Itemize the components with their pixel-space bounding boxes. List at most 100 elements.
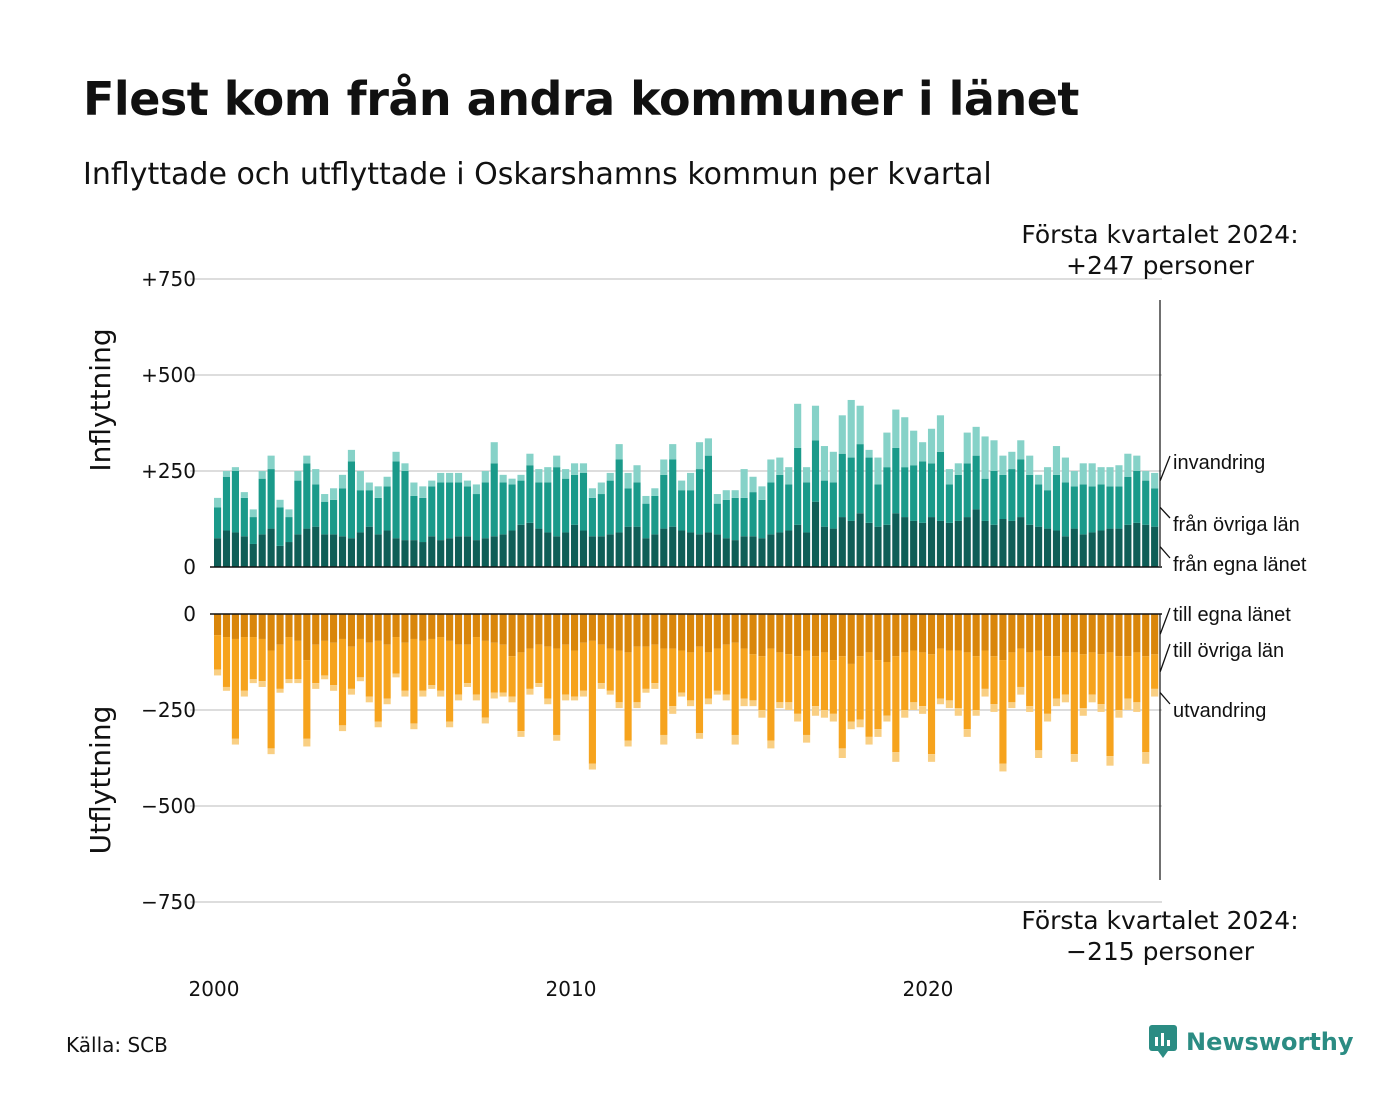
bar-in-other-counties bbox=[1115, 486, 1123, 529]
bar-out-other-counties bbox=[1106, 652, 1114, 757]
bar-in-own-county bbox=[1151, 526, 1159, 567]
bar-in-other-counties bbox=[927, 463, 936, 518]
bar-in-other-counties bbox=[749, 492, 757, 537]
bar-in-immigration bbox=[936, 415, 945, 452]
bar-in-own-county bbox=[597, 536, 605, 567]
bar-out-other-counties bbox=[820, 652, 829, 710]
bar-in-other-counties bbox=[437, 482, 445, 541]
bar-in-other-counties bbox=[535, 482, 543, 529]
bar-out-emigration bbox=[1097, 704, 1105, 712]
bar-out-emigration bbox=[481, 717, 489, 724]
bar-out-other-counties bbox=[606, 648, 614, 691]
bar-out-own-county bbox=[222, 614, 231, 638]
bar-out-own-county bbox=[687, 614, 695, 653]
bar-in-immigration bbox=[660, 459, 668, 475]
bar-out-emigration bbox=[981, 688, 989, 697]
bar-in-own-county bbox=[945, 522, 953, 567]
bar-in-other-counties bbox=[981, 478, 989, 521]
bar-in-immigration bbox=[651, 488, 659, 496]
bar-in-other-counties bbox=[499, 482, 507, 535]
bar-in-own-county bbox=[347, 538, 356, 567]
bar-out-emigration bbox=[606, 690, 614, 695]
bar-in-other-counties bbox=[303, 463, 311, 529]
bar-out-own-county bbox=[437, 614, 445, 638]
bar-in-own-county bbox=[847, 520, 855, 567]
bar-out-other-counties bbox=[365, 642, 373, 697]
bar-out-emigration bbox=[660, 734, 668, 745]
bar-in-immigration bbox=[258, 471, 266, 479]
bar-out-other-counties bbox=[285, 637, 293, 680]
bar-in-other-counties bbox=[365, 490, 373, 527]
bar-in-other-counties bbox=[776, 474, 784, 533]
bar-out-other-counties bbox=[347, 646, 356, 689]
bar-in-own-county bbox=[749, 536, 757, 567]
bar-out-own-county bbox=[856, 614, 864, 657]
bar-in-own-county bbox=[981, 520, 989, 567]
y-tick-label-in: +250 bbox=[141, 459, 196, 483]
bar-in-immigration bbox=[1070, 471, 1078, 487]
bar-out-emigration bbox=[963, 729, 971, 737]
bar-in-immigration bbox=[874, 457, 882, 485]
bar-in-immigration bbox=[231, 467, 239, 471]
bar-in-immigration bbox=[704, 438, 712, 456]
bar-out-other-counties bbox=[330, 642, 338, 686]
bar-out-other-counties bbox=[990, 656, 998, 705]
bar-out-other-counties bbox=[794, 656, 802, 714]
bar-out-other-counties bbox=[883, 662, 891, 716]
bar-in-own-county bbox=[874, 526, 882, 567]
bar-out-other-counties bbox=[927, 654, 936, 755]
bar-out-other-counties bbox=[214, 635, 222, 670]
bar-in-immigration bbox=[374, 486, 382, 498]
bar-in-own-county bbox=[579, 530, 588, 567]
bar-in-immigration bbox=[419, 486, 427, 498]
bar-in-own-county bbox=[865, 522, 873, 567]
bar-in-other-counties bbox=[829, 482, 837, 529]
bar-in-other-counties bbox=[597, 494, 605, 537]
bar-in-immigration bbox=[1052, 446, 1061, 475]
bar-out-emigration bbox=[249, 679, 257, 684]
bar-in-immigration bbox=[428, 480, 436, 487]
bar-in-immigration bbox=[803, 467, 811, 483]
axes: 0 +250 +500 +750 0 −250 −500 −750 Inflyttning Utf… bbox=[84, 267, 1162, 1001]
bar-in-own-county bbox=[401, 540, 409, 567]
bar-in-immigration bbox=[330, 488, 338, 500]
bar-out-own-county bbox=[1052, 614, 1061, 657]
bar-out-emigration bbox=[321, 675, 329, 680]
bar-out-emigration bbox=[1043, 713, 1052, 722]
bar-out-own-county bbox=[963, 614, 971, 653]
bar-out-own-county bbox=[312, 614, 320, 645]
bar-in-immigration bbox=[767, 459, 775, 483]
bar-out-other-counties bbox=[972, 656, 980, 710]
bar-in-own-county bbox=[472, 540, 480, 567]
bar-out-other-counties bbox=[258, 638, 266, 682]
bar-out-own-county bbox=[472, 614, 480, 638]
bar-out-own-county bbox=[1133, 614, 1141, 653]
bar-in-other-counties bbox=[562, 478, 570, 533]
bar-out-emigration bbox=[517, 731, 525, 737]
bar-out-emigration bbox=[865, 736, 873, 745]
bar-in-immigration bbox=[222, 471, 231, 477]
bar-out-own-county bbox=[1106, 614, 1114, 653]
bar-in-other-counties bbox=[1124, 476, 1132, 525]
bar-out-emigration bbox=[1124, 698, 1132, 710]
bar-in-immigration bbox=[847, 399, 855, 458]
bar-in-own-county bbox=[490, 536, 498, 567]
bar-in-immigration bbox=[829, 451, 837, 483]
bar-out-emigration bbox=[954, 708, 962, 716]
bar-out-other-counties bbox=[945, 650, 953, 701]
bar-out-other-counties bbox=[1043, 656, 1052, 714]
bar-out-own-county bbox=[544, 614, 552, 647]
bar-in-immigration bbox=[990, 440, 998, 471]
bar-in-other-counties bbox=[838, 453, 846, 518]
bar-out-own-county bbox=[276, 614, 284, 645]
bar-in-own-county bbox=[954, 520, 962, 567]
bar-out-own-county bbox=[267, 614, 275, 651]
bar-in-own-county bbox=[463, 536, 472, 567]
bar-out-own-county bbox=[1070, 614, 1078, 653]
bar-out-other-counties bbox=[758, 656, 766, 710]
bar-out-emigration bbox=[1008, 702, 1016, 709]
bar-in-other-counties bbox=[803, 482, 811, 533]
bar-out-emigration bbox=[294, 679, 302, 684]
bar-in-immigration bbox=[1133, 455, 1141, 471]
bar-out-own-county bbox=[624, 614, 632, 653]
